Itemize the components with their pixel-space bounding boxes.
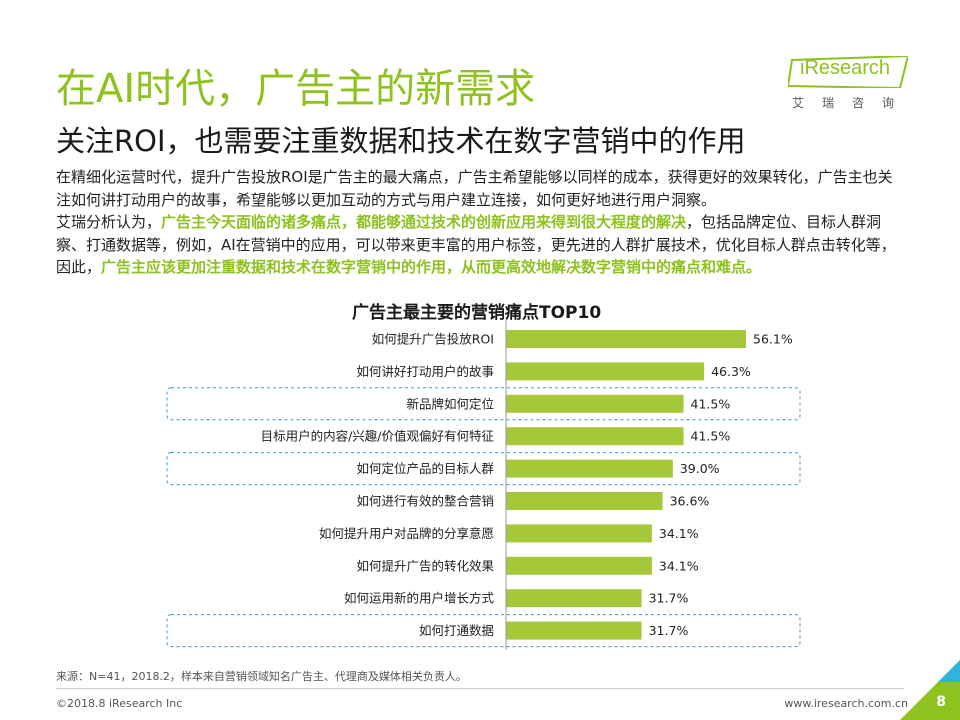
bar-4 (506, 427, 684, 446)
body-paragraph-1: 在精细化运营时代，提升广告投放ROI是广告主的最大痛点，广告主希望能够以同样的成… (56, 168, 893, 209)
body-p2-b: ，包括品牌定位、目标人群洞察、打通数据等，例如，AI在营销中的应用，可以带来更丰… (56, 213, 896, 276)
logo-cn: 艾瑞咨询 (792, 96, 913, 110)
category-label-9: 如何运用新的用户增长方式 (344, 591, 495, 606)
value-label-4: 41.5% (691, 429, 731, 444)
value-label-10: 31.7% (649, 623, 689, 638)
bar-5 (506, 459, 673, 478)
bar-2 (506, 362, 705, 381)
corner-decoration-icon (900, 660, 960, 720)
source-note: 来源：N=41，2018.2，样本来自营销领域知名广告主、代理商及媒体相关负责人… (56, 670, 467, 683)
highlight-box-5 (166, 452, 801, 486)
body-paragraph-2: 艾瑞分析认为，广告主今天面临的诸多痛点，都能够通过技术的创新应用来得到很大程度的… (56, 211, 906, 279)
logo-brand: iResearch (800, 57, 891, 79)
copyright: ©2018.8 iResearch Inc (56, 697, 183, 710)
body-p2-a: 艾瑞分析认为， (56, 213, 162, 231)
footer-divider (56, 688, 904, 689)
value-label-1: 56.1% (753, 332, 793, 347)
iresearch-logo: iResearch 艾瑞咨询 (788, 48, 916, 118)
value-label-8: 34.1% (659, 558, 699, 573)
bar-6 (506, 492, 663, 510)
value-label-9: 31.7% (649, 591, 689, 606)
highlight-box-10 (166, 614, 801, 648)
category-label-4: 目标用户的内容/兴趣/价值观偏好有何特征 (261, 429, 495, 444)
page-title: 在AI时代，广告主的新需求 (56, 66, 536, 112)
bar-3 (506, 394, 684, 413)
category-label-8: 如何提升广告的转化效果 (356, 558, 494, 573)
page-number: 8 (936, 694, 946, 710)
body-p2-highlight-2: 广告主应该更加注重数据和技术在数字营销中的作用，从而更高效地解决数字营销中的痛点… (101, 258, 762, 276)
category-label-10: 如何打通数据 (419, 623, 494, 638)
body-p2-highlight-1: 广告主今天面临的诸多痛点，都能够通过技术的创新应用来得到很大程度的解决 (161, 213, 687, 231)
value-label-2: 46.3% (711, 364, 751, 379)
logo-badge-icon (788, 56, 908, 88)
bar-8 (506, 556, 652, 575)
bar-10 (506, 621, 642, 640)
page-subtitle: 关注ROI，也需要注重数据和技术在数字营销中的作用 (56, 124, 746, 158)
bar-1 (506, 330, 746, 348)
chart-title: 广告主最主要的营销痛点TOP10 (352, 303, 602, 323)
value-label-5: 39.0% (680, 461, 720, 476)
bar-9 (506, 589, 642, 608)
bar-chart: 如何提升广告投放ROI 56.1% 如何讲好打动用户的故事 46.3% 新品牌如何定位 4… (166, 320, 801, 650)
category-label-7: 如何提升用户对品牌的分享意愿 (319, 526, 494, 541)
body-text: 在精细化运营时代，提升广告投放ROI是广告主的最大痛点，广告主希望能够以同样的成… (56, 166, 906, 279)
website-url: www.iresearch.com.cn (784, 697, 908, 710)
category-label-2: 如何讲好打动用户的故事 (356, 364, 494, 379)
value-label-6: 36.6% (670, 494, 710, 509)
category-label-5: 如何定位产品的目标人群 (356, 461, 494, 476)
bar-7 (506, 524, 652, 543)
category-label-1: 如何提升广告投放ROI (372, 332, 494, 347)
category-label-6: 如何进行有效的整合营销 (356, 494, 494, 509)
highlight-box-3 (166, 387, 801, 421)
value-label-3: 41.5% (691, 396, 731, 411)
category-label-3: 新品牌如何定位 (406, 396, 494, 411)
value-label-7: 34.1% (659, 526, 699, 541)
